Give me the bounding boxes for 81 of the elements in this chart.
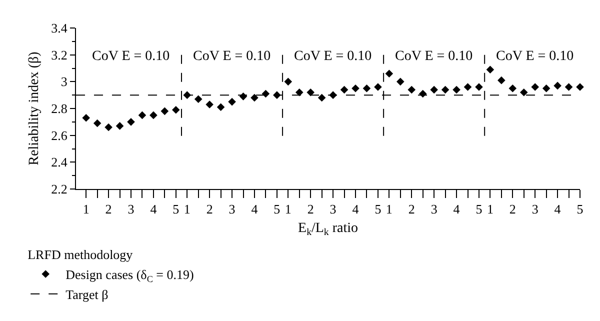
- point: [104, 123, 112, 132]
- annotation: CoV E = 0.10: [193, 49, 271, 64]
- x-tick-label: 5: [274, 202, 280, 217]
- point: [284, 78, 292, 86]
- point: [441, 86, 450, 94]
- y-tick-label: 2.8: [51, 101, 68, 116]
- point: [508, 84, 517, 92]
- point: [385, 70, 394, 78]
- point: [82, 114, 90, 122]
- x-tick-label: 3: [532, 202, 538, 217]
- point: [216, 103, 225, 112]
- legend-label: Design cases (δ$_{C}$ = 0.19): [66, 267, 194, 284]
- point: [520, 88, 528, 96]
- y-axis-title: Reliability index (β): [27, 51, 42, 166]
- x-tick-label: 4: [150, 202, 158, 217]
- x-tick-label: 3: [228, 202, 236, 217]
- x-tick-label: 1: [486, 202, 494, 217]
- legend-label: Target β: [66, 286, 109, 302]
- annotation: CoV E = 0.10: [92, 49, 170, 64]
- x-tick-label: 3: [430, 202, 438, 217]
- point: [206, 100, 214, 108]
- y-tick-label: 3: [60, 74, 68, 90]
- point: [554, 82, 562, 90]
- y-tick-label: 2.2: [51, 182, 68, 197]
- point: [564, 83, 573, 91]
- x-tick-label: 4: [251, 202, 258, 217]
- point: [306, 88, 314, 96]
- point: [464, 83, 472, 91]
- point: [138, 111, 146, 120]
- annotation: CoV E = 0.10: [294, 49, 372, 64]
- point: [576, 83, 584, 91]
- annotation: CoV E = 0.10: [496, 49, 574, 64]
- x-tick-label: 2: [509, 202, 516, 217]
- point: [116, 122, 124, 130]
- x-tick-label: 2: [206, 202, 213, 217]
- point: [340, 86, 348, 94]
- annotation: CoV E = 0.10: [395, 49, 473, 64]
- point: [452, 86, 460, 94]
- x-tick-label: 4: [352, 202, 360, 217]
- point: [172, 106, 180, 114]
- x-tick-label: 1: [184, 202, 190, 217]
- x-tick-label: 5: [172, 202, 180, 217]
- point: [531, 83, 539, 91]
- x-tick-label: 5: [374, 202, 382, 217]
- y-tick-label: 2.6: [51, 128, 68, 143]
- point: [318, 94, 326, 102]
- y-tick-label: 3.4: [51, 20, 68, 36]
- x-axis-title: E$_{k}$/L$_{k}$ ratio: [298, 220, 358, 238]
- x-tick-label: 4: [453, 202, 460, 217]
- point: [127, 118, 135, 126]
- y-tick-label: 3.2: [51, 47, 68, 62]
- point: [542, 84, 550, 92]
- point: [194, 95, 202, 104]
- point: [295, 88, 304, 96]
- point: [362, 84, 371, 92]
- x-tick-label: 2: [408, 202, 415, 217]
- x-tick-label: 3: [330, 202, 336, 217]
- point: [150, 111, 158, 120]
- point: [250, 94, 258, 102]
- y-tick-label: 2.4: [51, 154, 68, 170]
- point: [160, 107, 169, 116]
- point: [498, 76, 506, 84]
- x-tick-label: 2: [307, 202, 314, 217]
- x-tick-label: 4: [554, 202, 562, 217]
- point: [486, 66, 494, 74]
- point: [408, 86, 416, 94]
- point: [374, 83, 382, 91]
- x-tick-label: 2: [105, 202, 112, 217]
- point: [396, 78, 404, 86]
- x-tick-label: 3: [128, 202, 134, 217]
- point: [352, 84, 360, 92]
- x-tick-label: 1: [284, 202, 292, 217]
- legend-title: LRFD methodology: [28, 247, 134, 262]
- x-tick-label: 1: [82, 202, 90, 217]
- point: [430, 86, 438, 94]
- x-tick-label: 5: [476, 202, 482, 217]
- point: [93, 119, 102, 128]
- x-tick-label: 5: [576, 202, 584, 217]
- point: [475, 83, 483, 91]
- x-tick-label: 1: [386, 202, 392, 217]
- point: [228, 98, 236, 106]
